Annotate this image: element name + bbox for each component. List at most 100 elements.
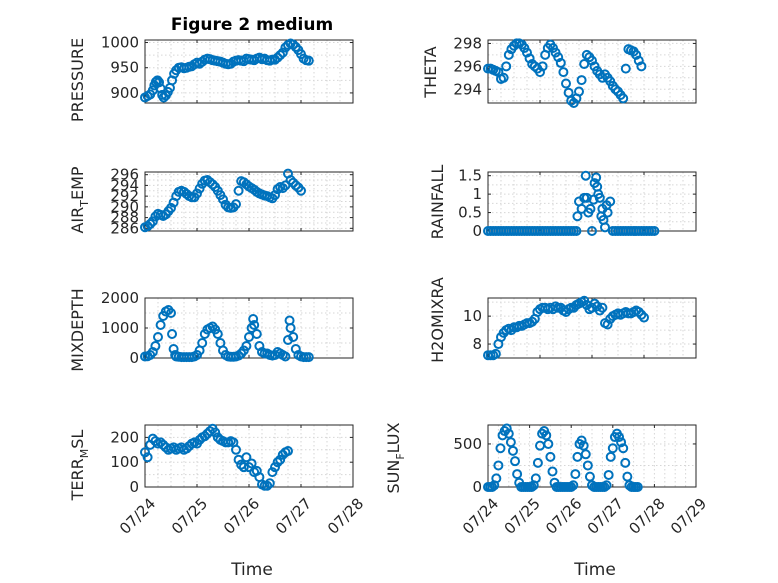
- data-point: [582, 460, 593, 471]
- data-point: [600, 222, 610, 233]
- data-point: [507, 445, 518, 456]
- y-tick-label: 292: [110, 187, 139, 205]
- data-point: [233, 185, 244, 196]
- data-point: [296, 185, 306, 196]
- data-point: [570, 469, 581, 480]
- data-point: [155, 437, 166, 448]
- data-point: [512, 469, 523, 480]
- data-point: [288, 39, 299, 50]
- data-point: [147, 433, 158, 444]
- data-point: [632, 482, 643, 492]
- h2omixra-panel: 8 10 H2OMIXRA: [428, 277, 697, 363]
- data-points: [140, 423, 293, 491]
- data-point: [285, 175, 296, 186]
- y-tick-label: 1000: [101, 319, 139, 337]
- data-point: [537, 61, 548, 72]
- y-axis-label: AIRTEMP: [68, 166, 91, 233]
- data-point: [147, 216, 158, 227]
- data-point: [585, 203, 596, 214]
- data-point: [587, 55, 597, 66]
- data-point: [576, 75, 587, 86]
- data-point: [238, 462, 249, 473]
- data-point: [572, 211, 583, 222]
- y-tick-label: 290: [110, 198, 139, 216]
- data-point: [210, 427, 221, 438]
- data-point: [490, 348, 501, 359]
- y-tick-label: 1.5: [458, 167, 482, 185]
- data-point: [503, 49, 514, 60]
- y-tick-label: 296: [453, 57, 482, 75]
- mixdepth-panel: 0 1000 2000 MIXDEPTH: [68, 288, 354, 372]
- data-point: [493, 460, 504, 471]
- data-points: [483, 423, 643, 492]
- data-point: [618, 443, 629, 454]
- data-point: [303, 352, 314, 363]
- x-tick-label: 07/24: [459, 495, 502, 538]
- y-tick-label: 2000: [101, 289, 139, 307]
- data-point: [578, 440, 589, 451]
- data-point: [241, 452, 252, 463]
- data-point: [495, 443, 506, 454]
- data-point: [636, 61, 647, 72]
- data-point: [545, 451, 556, 462]
- data-point: [576, 435, 587, 446]
- y-tick-label: 8: [472, 335, 482, 353]
- data-point: [150, 436, 161, 447]
- y-tick-label: 294: [110, 176, 139, 194]
- y-axis-label: SUNFLUX: [384, 422, 407, 493]
- y-axis-label: MIXDEPTH: [68, 288, 87, 371]
- data-point: [167, 329, 178, 339]
- data-point: [522, 47, 532, 58]
- data-point: [270, 462, 280, 473]
- data-point: [207, 179, 218, 190]
- data-point: [145, 219, 156, 230]
- data-point: [580, 170, 591, 181]
- data-point: [487, 482, 498, 492]
- x-tick-label: 07/26: [220, 495, 263, 538]
- data-point: [150, 341, 161, 351]
- data-point: [524, 53, 535, 64]
- data-point: [218, 194, 228, 205]
- data-point: [275, 454, 286, 465]
- y-tick-label: 500: [453, 435, 482, 453]
- y-tick-label: 950: [110, 59, 139, 77]
- data-point: [605, 451, 616, 462]
- pressure-panel: 900 950 1000 PRESSURE: [68, 34, 354, 122]
- data-point: [197, 338, 208, 348]
- data-point: [530, 473, 541, 484]
- data-point: [620, 63, 631, 74]
- data-point: [532, 457, 543, 468]
- y-tick-label: 296: [110, 166, 139, 184]
- data-point: [503, 428, 514, 439]
- data-point: [246, 458, 257, 469]
- y-tick-label: 298: [453, 34, 482, 52]
- data-point: [498, 72, 509, 83]
- y-axis-label: TERRMSL: [68, 430, 91, 502]
- data-point: [616, 437, 627, 448]
- data-point: [192, 188, 202, 199]
- data-point: [142, 452, 153, 463]
- data-point: [264, 478, 275, 489]
- data-point: [558, 67, 569, 78]
- data-point: [267, 467, 278, 478]
- data-point: [587, 226, 597, 236]
- data-point: [610, 84, 621, 95]
- data-point: [285, 323, 296, 333]
- x-tick-label: 07/26: [542, 495, 585, 538]
- data-point: [571, 226, 582, 236]
- y-tick-label: 0.5: [458, 204, 482, 222]
- x-tick-label: 07/29: [667, 495, 710, 538]
- data-point: [541, 430, 552, 441]
- y-tick-label: 10: [463, 307, 482, 325]
- data-point: [633, 55, 644, 66]
- data-point: [277, 47, 288, 58]
- data-point: [599, 482, 610, 492]
- data-point: [597, 302, 608, 313]
- data-point: [181, 443, 192, 454]
- x-tick-label: 07/28: [625, 495, 668, 538]
- x-tick-label: 07/27: [584, 495, 627, 538]
- y-axis-label: RAINFALL: [428, 165, 447, 240]
- x-axis-label-right: Time: [573, 560, 616, 580]
- y-tick-label: 0: [129, 349, 139, 367]
- x-tick-label: 07/25: [168, 495, 211, 538]
